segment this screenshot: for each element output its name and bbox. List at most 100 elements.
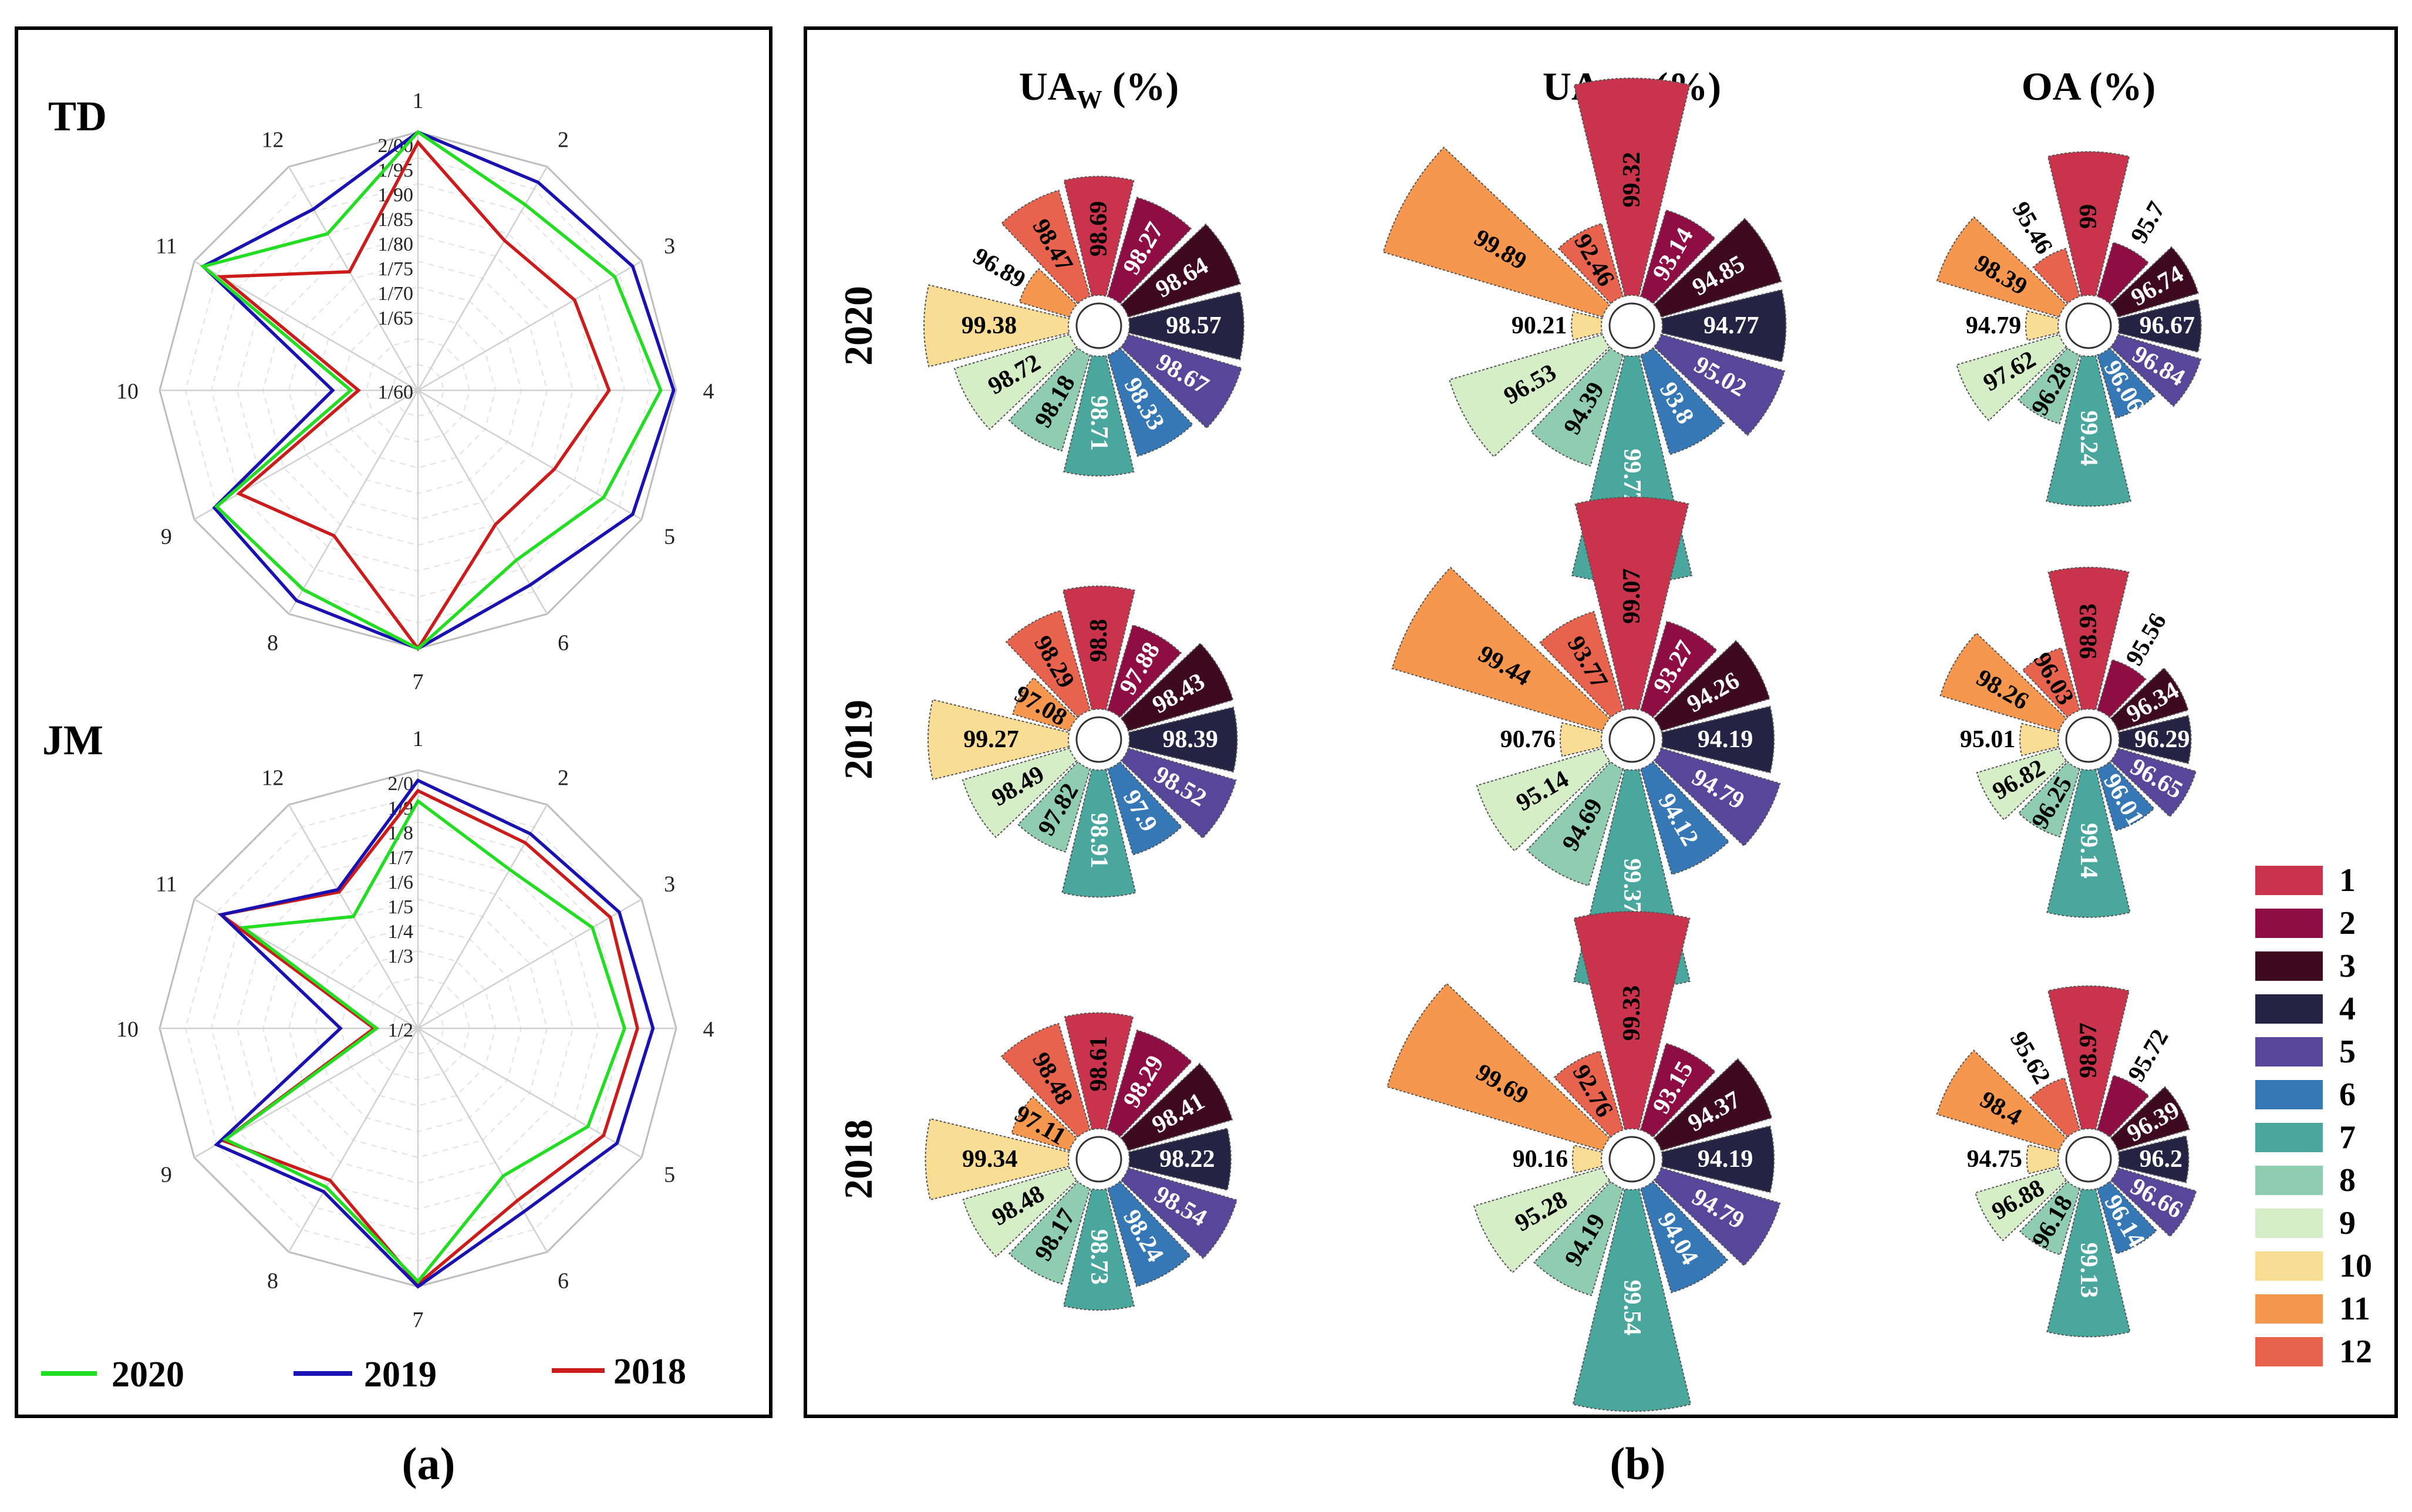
polar-bar-class-3 [2110,667,2189,732]
polar-value-label: 98.61 [1085,1036,1112,1092]
radar-axis-label-3: 3 [664,872,675,897]
radar-tick-label: 1/70 [378,283,413,305]
polar-value-label: 90.16 [1513,1146,1568,1173]
polar-bar-charts: UAW (%)UANW (%)OA (%)20202019201898.6998… [836,64,2202,1412]
polar-2018-UA_W: 98.61 98.2998.4198.2298.5498.2498.7398.17… [925,1012,1238,1311]
radar-axis-label-9: 9 [161,525,172,549]
polar-bar-class-12 [1005,609,1091,718]
polar-bar-class-12 [1000,190,1091,305]
polar-value-label: 99.34 [962,1146,1018,1173]
polar-value-label: 96.89 [969,242,1030,293]
radar-axis-label-2: 2 [558,765,569,790]
polar-bar-class-10 [2026,1144,2060,1174]
polar-2019-UA_W: 98.8 97.8898.4398.3998.5297.998.9197.8298… [927,585,1238,898]
panel-a-frame [15,26,772,1418]
polar-value-label: 99.37 [1618,858,1645,914]
polar-bar-class-3 [2110,1086,2190,1152]
polar-bar-class-5 [2110,747,2197,818]
row-year-2018: 2018 [836,1119,881,1199]
polar-2020-UA_NW: 99.3293.1494.8594.7795.0293.899.7794.399… [1382,77,1787,583]
radar-spoke [417,260,642,392]
polar-bar-class-7 [1062,1188,1135,1311]
polar-2019-OA: 98.93 95.5696.3496.2996.6596.0199.1496.25… [1939,566,2197,918]
radar-spoke [417,1028,548,1253]
polar-bar-class-10 [2025,310,2060,342]
polar-bar-class-9 [1974,1167,2067,1241]
polar-bar-class-4 [1661,706,1775,774]
radar-axis-label-7: 7 [413,670,424,694]
polar-bar-class-10 [2019,723,2060,757]
class-legend-swatch-5 [2255,1037,2323,1066]
polar-bar-class-8 [2018,761,2081,838]
column-header-2: OA (%) [2022,64,2156,109]
polar-bar-class-8 [1008,1180,1091,1285]
radar-spoke [417,166,548,391]
radar-axis-label-4: 4 [703,1017,714,1042]
polar-center-hole [2065,716,2112,763]
polar-bar-class-9 [953,333,1078,430]
radar-axis-label-10: 10 [116,1017,139,1042]
polar-bar-class-11 [1011,1095,1078,1152]
polar-value-label: 94.77 [1703,312,1759,339]
radar-tick-label: 1/5 [388,896,413,918]
radar-spoke [288,166,419,391]
panel-a-legend: 2020 2019 2018 [41,1352,686,1395]
radar-axis-label-11: 11 [156,234,177,259]
polar-bar-class-1 [1573,77,1691,297]
polar-bar-class-4 [2117,1135,2190,1184]
polar-value-label: 98.22 [1159,1146,1215,1173]
radar-charts: 1/601/651/701/751/801/851/901/952/001234… [42,89,714,1332]
class-legend-label-7: 7 [2339,1119,2356,1156]
polar-bar-class-3 [1120,1062,1233,1152]
radar-tick-label: 1/2 [388,1020,413,1041]
class-legend-swatch-10 [2255,1251,2323,1281]
polar-bar-class-10 [923,284,1070,367]
radar-series-2018 [217,788,639,1287]
legend-label-2018: 2018 [613,1352,686,1392]
polar-bar-class-6 [2096,1180,2157,1255]
polar-2020-UA_W: 98.69 98.2798.6498.5798.6798.3398.7198.18… [923,176,1244,477]
polar-bar-class-7 [1063,355,1135,477]
polar-bar-class-11 [1939,632,2067,732]
polar-center-hole [1608,716,1655,763]
polar-value-label: 95.72 [2123,1025,2174,1086]
polar-bar-class-8 [2017,347,2081,425]
polar-value-label: 99.14 [2075,823,2102,879]
polar-bar-class-6 [1640,347,1725,455]
polar-bar-class-5 [1653,333,1786,437]
radar-tick-label: 1/80 [378,234,413,255]
polar-value-label: 99.38 [962,312,1017,339]
polar-bar-class-4 [1661,289,1787,363]
polar-bar-class-6 [2096,347,2156,419]
polar-bar-class-9 [1473,1167,1611,1274]
polar-bar-class-1 [1063,176,1135,297]
polar-bar-class-8 [2019,1180,2081,1256]
polar-bar-class-9 [1476,747,1611,852]
polar-value-label: 99.77 [1618,448,1645,504]
polar-bar-class-10 [1571,1145,1603,1174]
panel-b-frame [804,26,2398,1418]
polar-bar-class-1 [2047,566,2130,711]
polar-bar-class-1 [2047,151,2130,297]
polar-bar-class-5 [1653,747,1781,847]
polar-bar-class-12 [2022,647,2081,718]
radar-series-2020 [222,798,626,1284]
polar-bar-class-4 [1128,1128,1232,1191]
polar-bar-class-11 [1936,1049,2067,1152]
polar-bar-class-11 [1936,216,2067,318]
polar-center-hole [1075,716,1122,763]
caption-a: (a) [402,1438,456,1489]
row-year-2019: 2019 [836,700,881,779]
polar-value-label: 99.07 [1618,568,1645,624]
polar-value-label: 94.19 [1698,726,1753,753]
polar-bar-class-7 [1572,1188,1692,1412]
polar-bar-class-10 [1559,722,1603,757]
polar-value-label: 94.75 [1967,1146,2023,1173]
polar-bar-class-2 [1640,620,1718,718]
polar-bar-class-3 [1120,642,1234,732]
radar-axis-label-10: 10 [116,379,139,404]
radar-spoke [288,1028,419,1253]
radar-td: 1/601/651/701/751/801/851/901/952/001234… [48,89,714,694]
polar-value-label: 98.8 [1085,619,1112,663]
